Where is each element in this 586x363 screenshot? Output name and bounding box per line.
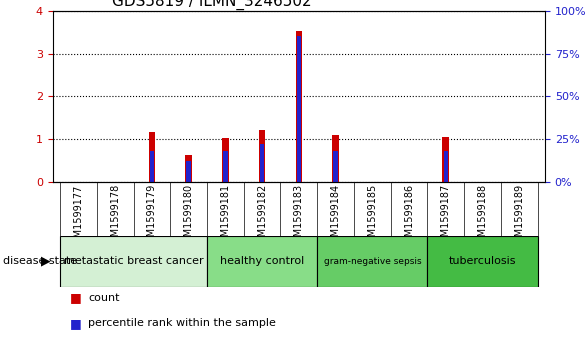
Text: ■: ■ [70,317,82,330]
Text: disease state: disease state [3,256,77,266]
Text: GSM1599189: GSM1599189 [515,184,524,249]
Bar [185,155,192,182]
Text: GSM1599184: GSM1599184 [331,184,340,249]
Bar [297,36,301,182]
Text: ▶: ▶ [41,255,50,268]
Bar [317,236,427,287]
Text: gram-negative sepsis: gram-negative sepsis [323,257,421,266]
Text: GSM1599180: GSM1599180 [183,184,193,249]
Text: GSM1599187: GSM1599187 [441,184,451,249]
Bar [260,144,264,182]
Text: count: count [88,293,120,303]
Text: GSM1599179: GSM1599179 [147,184,157,249]
Text: healthy control: healthy control [220,256,304,266]
Text: GSM1599181: GSM1599181 [220,184,230,249]
Bar [427,236,537,287]
Bar [207,236,317,287]
Text: ■: ■ [70,291,82,304]
Bar [444,151,448,182]
Text: GSM1599183: GSM1599183 [294,184,304,249]
Bar [442,137,449,182]
Bar [259,130,265,182]
Bar [60,236,207,287]
Bar [223,151,227,182]
Text: GDS5819 / ILMN_3246502: GDS5819 / ILMN_3246502 [112,0,311,9]
Bar [149,151,154,182]
Text: percentile rank within the sample: percentile rank within the sample [88,318,276,328]
Text: GSM1599182: GSM1599182 [257,184,267,249]
Bar [332,135,339,182]
Text: GSM1599177: GSM1599177 [73,184,83,250]
Text: metastatic breast cancer: metastatic breast cancer [64,256,203,266]
Text: tuberculosis: tuberculosis [449,256,516,266]
Bar [295,31,302,182]
Bar [333,151,338,182]
Bar [149,132,155,182]
Bar [222,138,229,182]
Text: GSM1599188: GSM1599188 [478,184,488,249]
Bar [186,161,191,182]
Text: GSM1599178: GSM1599178 [110,184,120,249]
Text: GSM1599186: GSM1599186 [404,184,414,249]
Text: GSM1599185: GSM1599185 [367,184,377,249]
